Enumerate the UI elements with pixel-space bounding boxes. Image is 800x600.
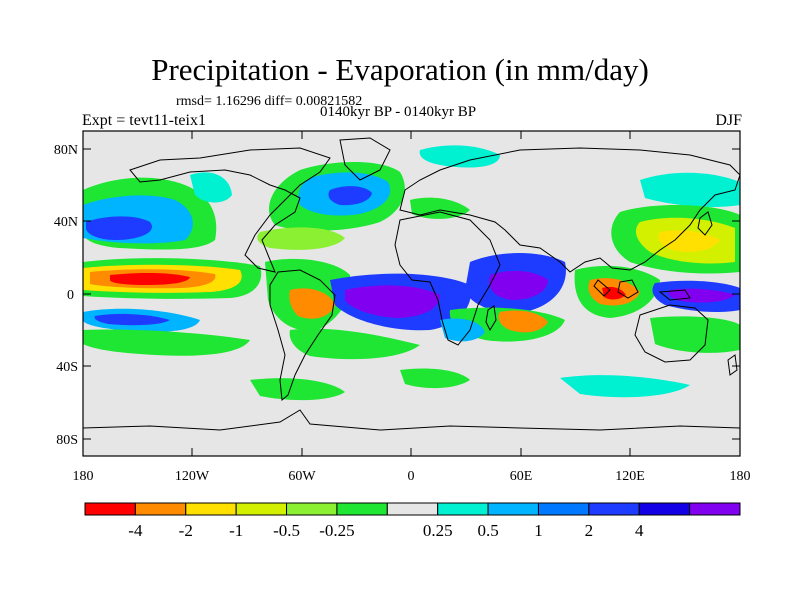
coastline-madagascar: [485, 305, 497, 332]
colorbar-box-12: [689, 502, 741, 516]
pe-field: [83, 145, 740, 401]
lat-label-80s: 80S: [56, 433, 78, 448]
colorbar-box-7: [437, 502, 489, 516]
experiment-label: Expt = tevt11-teix1: [82, 112, 206, 129]
colorbar-box-3: [235, 502, 288, 516]
field-n-atlantic-wet-core: [328, 186, 372, 206]
colorbar-label-1: -2: [179, 521, 193, 540]
field-w-pacific-wet-core: [668, 288, 735, 303]
lat-ticks: [83, 148, 740, 440]
colorbar-box-0: [84, 502, 136, 516]
colorbar-label-9: 4: [635, 521, 644, 540]
lat-label-0: 0: [67, 288, 74, 303]
season-label: DJF: [715, 112, 742, 129]
lon-label-120e: 120E: [615, 469, 645, 484]
colorbar-label-5: 0.25: [423, 521, 453, 540]
coastline-new-guinea: [658, 289, 691, 301]
field-southern-ocean-c: [400, 368, 470, 389]
lon-label-60e: 60E: [510, 469, 533, 484]
field-eq-pacific-dry-red: [110, 272, 190, 285]
colorbar: -4 -2 -1 -0.5 -0.25 0.25 0.5 1 2 4: [84, 502, 741, 540]
colorbar-label-6: 0.5: [477, 521, 498, 540]
lon-tick-labels: 180 120W 60W 0 60E 120E 180: [73, 469, 751, 484]
lon-label-120w: 120W: [175, 469, 210, 484]
field-eq-atlantic-wet-core: [345, 285, 440, 318]
colorbar-label-8: 2: [585, 521, 594, 540]
lon-label-0: 0: [408, 469, 415, 484]
lon-label-60w: 60W: [288, 469, 316, 484]
colorbar-boxes: [84, 502, 741, 516]
lat-label-40n: 40N: [54, 215, 78, 230]
lon-ticks: [82, 131, 741, 456]
colorbar-label-0: -4: [128, 521, 143, 540]
coastline-north-america: [129, 147, 331, 273]
field-eurasia-wet: [640, 172, 740, 208]
stats-subtitle: rmsd= 1.16296 diff= 0.00821582: [176, 94, 363, 109]
field-s-africa-blue: [440, 318, 485, 342]
colorbar-box-8: [487, 502, 539, 516]
lat-label-80n: 80N: [54, 143, 78, 158]
colorbar-box-5: [336, 502, 388, 516]
field-s-pacific-wet-core: [94, 313, 170, 326]
field-w-pacific-orange: [658, 230, 720, 252]
colorbar-box-9: [537, 502, 590, 516]
field-w-atlantic-dry: [257, 227, 345, 250]
field-s-atlantic-green: [289, 328, 420, 360]
coastline-eurasia: [399, 147, 740, 273]
field-southern-ocean-b: [560, 375, 690, 398]
coastline-new-zealand: [727, 354, 738, 376]
field-s-pacific-green: [83, 329, 250, 356]
field-maritime-red: [602, 286, 626, 300]
lon-label-180w: 180: [73, 469, 94, 484]
field-ne-pacific-wet: [190, 172, 232, 203]
lon-label-180e: 180: [730, 469, 751, 484]
field-indian-ocean-wet-core: [489, 270, 548, 300]
map-panel: [83, 131, 740, 456]
coastline-sumatra: [593, 279, 611, 297]
coastline-australia: [634, 304, 709, 363]
colorbar-box-4: [286, 502, 338, 516]
colorbar-box-2: [185, 502, 237, 516]
field-n-pacific-wet-core: [86, 216, 152, 240]
colorbar-box-11: [638, 502, 691, 516]
colorbar-box-1: [134, 502, 187, 516]
colorbar-label-7: 1: [534, 521, 543, 540]
coastline-borneo: [617, 279, 639, 299]
coastline-japan: [697, 211, 713, 236]
period-subtitle: 0140kyr BP - 0140kyr BP: [320, 104, 477, 120]
field-s-america-dry-orange: [289, 288, 335, 319]
map-title: Precipitation - Evaporation (in mm/day): [151, 52, 649, 87]
coastline-antarctica: [83, 409, 740, 431]
lat-label-40s: 40S: [56, 360, 78, 375]
field-s-pacific-east-green: [650, 316, 740, 353]
coastlines: [83, 137, 740, 431]
colorbar-label-3: -0.5: [273, 521, 300, 540]
field-southern-ocean-a: [250, 378, 345, 401]
coastline-africa: [394, 211, 501, 346]
colorbar-labels: -4 -2 -1 -0.5 -0.25 0.25 0.5 1 2 4: [128, 521, 644, 540]
lat-tick-labels: 80N 40N 0 40S 80S: [54, 143, 78, 448]
colorbar-label-2: -1: [229, 521, 243, 540]
colorbar-label-4: -0.25: [319, 521, 354, 540]
colorbar-box-10: [588, 502, 640, 516]
field-arctic-wet: [419, 145, 500, 168]
field-s-indian-orange: [498, 310, 548, 333]
coastline-south-america: [269, 269, 336, 401]
colorbar-box-6: [386, 502, 439, 516]
coastline-greenland: [339, 137, 391, 181]
